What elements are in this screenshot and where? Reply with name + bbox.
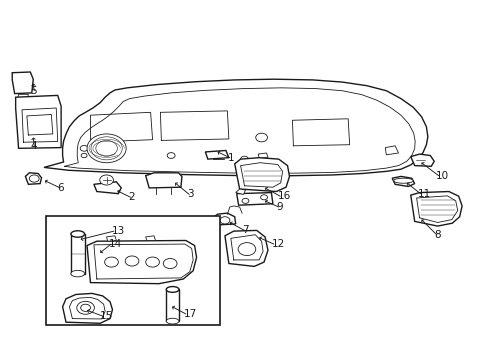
Text: 7: 7: [242, 225, 248, 235]
Bar: [46, 216, 220, 325]
Circle shape: [80, 145, 88, 151]
Polygon shape: [17, 94, 28, 102]
Polygon shape: [62, 293, 112, 323]
Polygon shape: [205, 150, 228, 159]
Ellipse shape: [166, 287, 179, 292]
Circle shape: [96, 140, 117, 156]
Circle shape: [104, 257, 118, 267]
Polygon shape: [235, 189, 245, 194]
Text: 13: 13: [111, 226, 124, 236]
Circle shape: [81, 304, 90, 311]
Ellipse shape: [393, 178, 412, 183]
Text: 14: 14: [108, 239, 122, 249]
Circle shape: [220, 217, 229, 224]
Polygon shape: [391, 176, 414, 186]
Circle shape: [77, 301, 94, 314]
Polygon shape: [410, 192, 461, 226]
Text: 2: 2: [128, 192, 135, 202]
Polygon shape: [87, 240, 196, 284]
Ellipse shape: [71, 231, 84, 237]
Text: 8: 8: [433, 230, 440, 240]
Circle shape: [100, 175, 113, 185]
Circle shape: [87, 134, 126, 163]
Text: 3: 3: [186, 189, 193, 199]
Polygon shape: [94, 182, 121, 194]
Circle shape: [255, 133, 267, 142]
Polygon shape: [12, 72, 33, 94]
Text: 6: 6: [58, 183, 64, 193]
Polygon shape: [106, 236, 116, 241]
Text: 15: 15: [100, 311, 113, 321]
Text: 11: 11: [417, 189, 430, 199]
Circle shape: [260, 195, 267, 200]
Polygon shape: [224, 230, 267, 266]
Ellipse shape: [166, 318, 179, 324]
Ellipse shape: [71, 270, 84, 277]
Text: 16: 16: [277, 191, 290, 201]
Text: 1: 1: [227, 153, 234, 163]
Text: 12: 12: [271, 239, 284, 249]
Circle shape: [91, 137, 122, 160]
Polygon shape: [385, 146, 398, 155]
Text: 4: 4: [30, 141, 37, 151]
Text: 5: 5: [30, 86, 37, 96]
Polygon shape: [44, 79, 427, 176]
Polygon shape: [212, 213, 235, 225]
Circle shape: [145, 257, 159, 267]
Polygon shape: [25, 173, 41, 184]
Bar: [166, 289, 179, 321]
Polygon shape: [16, 95, 61, 148]
Circle shape: [240, 156, 248, 162]
Text: 17: 17: [183, 309, 196, 319]
Circle shape: [242, 198, 248, 203]
Circle shape: [81, 153, 87, 158]
Polygon shape: [258, 153, 267, 158]
Polygon shape: [236, 193, 272, 205]
Circle shape: [238, 243, 255, 256]
Text: 10: 10: [435, 171, 448, 181]
Circle shape: [125, 256, 139, 266]
Polygon shape: [145, 236, 155, 240]
Polygon shape: [410, 154, 433, 166]
Polygon shape: [145, 173, 182, 188]
Circle shape: [167, 153, 175, 158]
Polygon shape: [234, 158, 289, 192]
Circle shape: [163, 258, 177, 269]
Text: 9: 9: [276, 202, 283, 212]
Bar: [71, 234, 84, 274]
Circle shape: [29, 175, 39, 182]
